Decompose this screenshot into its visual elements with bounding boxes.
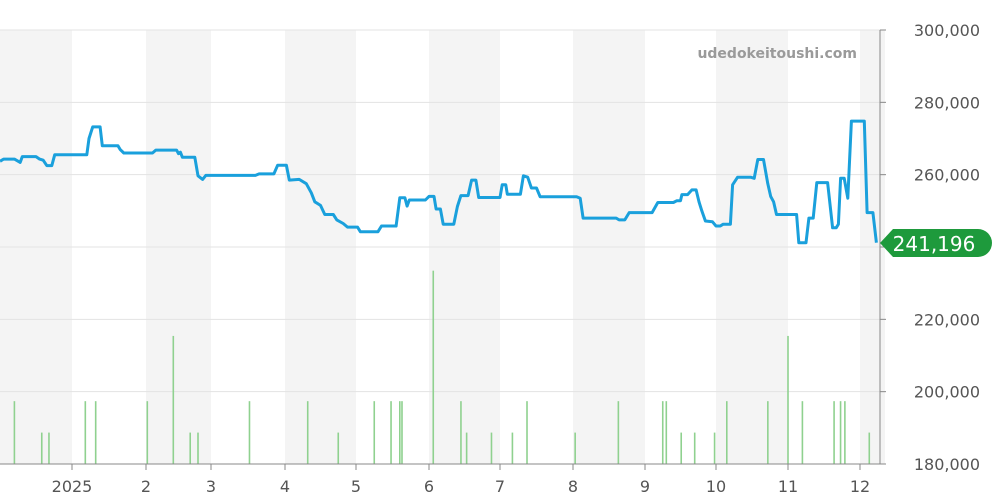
volume-bar: [490, 432, 493, 464]
x-tick-label: 9: [640, 477, 650, 496]
x-tick-label: 12: [850, 477, 870, 496]
current-price-badge: 241,196: [880, 229, 992, 257]
volume-bar: [713, 432, 716, 464]
volume-bar: [726, 401, 728, 464]
volume-bar: [680, 432, 683, 464]
volume-bar: [399, 401, 401, 464]
volume-bar: [460, 401, 462, 464]
volume-bar: [84, 401, 87, 464]
volume-bar: [767, 401, 769, 464]
volume-bar: [839, 401, 842, 464]
y-tick-label: 220,000: [914, 310, 980, 329]
x-tick-label: 11: [778, 477, 798, 496]
x-tick-label: 2025: [52, 477, 93, 496]
volume-bar: [511, 432, 514, 464]
current-price-badge-shape: [880, 229, 992, 257]
y-tick-label: 280,000: [914, 93, 980, 112]
x-tick-label: 8: [568, 477, 578, 496]
volume-bar: [172, 335, 175, 464]
y-tick-label: 200,000: [914, 383, 980, 402]
volume-bar: [801, 401, 804, 464]
volume-bar: [787, 335, 789, 464]
y-tick-label: 180,000: [914, 455, 980, 474]
volume-bar: [401, 401, 403, 464]
volume-bar: [13, 401, 16, 464]
volume-bar: [693, 432, 696, 464]
volume-bar: [337, 432, 340, 464]
volume-bar: [48, 432, 50, 464]
y-tick-label: 300,000: [914, 21, 980, 40]
x-tick-label: 6: [424, 477, 434, 496]
x-tick-label: 4: [280, 477, 290, 496]
volume-bar: [661, 401, 664, 464]
current-price-label: 241,196: [893, 232, 976, 256]
volume-bar: [40, 432, 43, 464]
volume-bar: [465, 432, 468, 464]
volume-bar: [94, 401, 97, 464]
x-tick-label: 3: [206, 477, 216, 496]
volume-bar: [306, 401, 309, 464]
volume-bar: [665, 401, 668, 464]
price-line-layer: [0, 119, 878, 245]
volume-bar: [526, 401, 528, 464]
y-tick-label: 260,000: [914, 166, 980, 185]
volume-bar: [868, 432, 871, 464]
volume-bar: [373, 401, 376, 464]
volume-bar: [617, 401, 620, 464]
volume-bar: [146, 401, 149, 464]
x-tick-label: 5: [351, 477, 361, 496]
grid-lines: [0, 29, 880, 465]
price-line: [0, 119, 878, 245]
volume-bars: [13, 270, 871, 464]
volume-bar: [574, 432, 576, 464]
x-tick-label: 10: [706, 477, 726, 496]
x-tick-label: 7: [495, 477, 505, 496]
volume-bar: [432, 270, 435, 464]
watermark: udedokeitoushi.com: [697, 46, 857, 62]
volume-bar: [390, 401, 392, 464]
volume-bar: [844, 401, 846, 464]
x-axis: 2025 2 3 4 5 6 7 8 9 10 11 12: [0, 463, 880, 496]
volume-bar: [189, 432, 191, 464]
volume-bar: [248, 401, 251, 464]
volume-bar: [197, 432, 199, 464]
x-tick-label: 2: [141, 477, 151, 496]
volume-bar: [833, 401, 835, 464]
